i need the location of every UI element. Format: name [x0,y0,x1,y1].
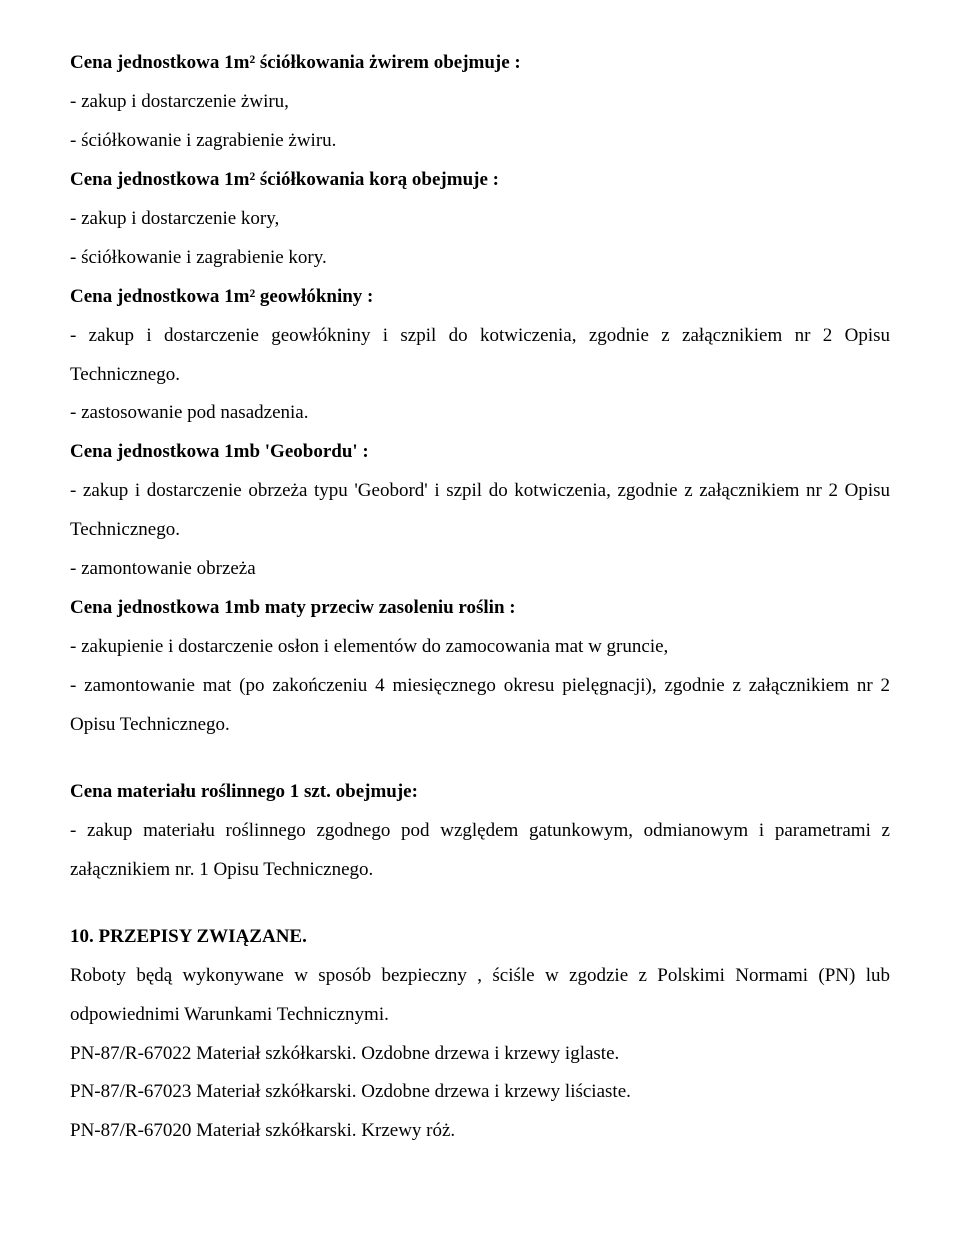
section-3-item-2: - zastosowanie pod nasadzenia. [70,394,890,433]
spacer [70,890,890,918]
section-4-item-1: - zakup i dostarczenie obrzeża typu 'Geo… [70,472,890,550]
section-5-item-2: - zamontowanie mat (po zakończeniu 4 mie… [70,667,890,745]
section-4-heading: Cena jednostkowa 1mb 'Geobordu' : [70,433,890,472]
section-2-item-2: - ściółkowanie i zagrabienie kory. [70,239,890,278]
section-7-paragraph-3: PN-87/R-67023 Materiał szkółkarski. Ozdo… [70,1073,890,1112]
section-3-item-1: - zakup i dostarczenie geowłókniny i szp… [70,317,890,395]
spacer [70,745,890,773]
section-7-paragraph-1: Roboty będą wykonywane w sposób bezpiecz… [70,957,890,1035]
document-page: Cena jednostkowa 1m² ściółkowania żwirem… [0,0,960,1248]
section-5-item-1: - zakupienie i dostarczenie osłon i elem… [70,628,890,667]
section-4-item-2: - zamontowanie obrzeża [70,550,890,589]
section-3-heading: Cena jednostkowa 1m² geowłókniny : [70,278,890,317]
section-2-heading: Cena jednostkowa 1m² ściółkowania korą o… [70,161,890,200]
section-6-heading: Cena materiału roślinnego 1 szt. obejmuj… [70,773,890,812]
section-1-heading: Cena jednostkowa 1m² ściółkowania żwirem… [70,44,890,83]
section-7-paragraph-2: PN-87/R-67022 Materiał szkółkarski. Ozdo… [70,1035,890,1074]
section-5-heading: Cena jednostkowa 1mb maty przeciw zasole… [70,589,890,628]
section-1-item-1: - zakup i dostarczenie żwiru, [70,83,890,122]
section-1-item-2: - ściółkowanie i zagrabienie żwiru. [70,122,890,161]
section-6-item-1: - zakup materiału roślinnego zgodnego po… [70,812,890,890]
section-2-item-1: - zakup i dostarczenie kory, [70,200,890,239]
section-7-heading: 10. PRZEPISY ZWIĄZANE. [70,918,890,957]
section-7-paragraph-4: PN-87/R-67020 Materiał szkółkarski. Krze… [70,1112,890,1151]
